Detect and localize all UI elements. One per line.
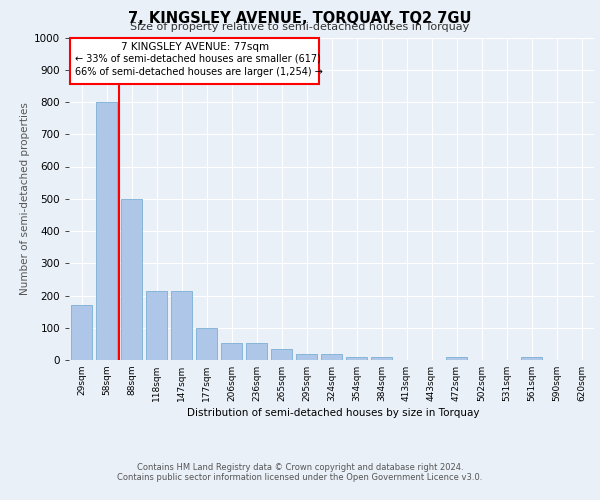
Bar	[521, 357, 542, 360]
Bar	[196, 328, 217, 360]
Bar	[371, 357, 392, 360]
Bar	[321, 354, 342, 360]
Bar	[71, 305, 92, 360]
Bar	[121, 198, 142, 360]
Bar	[446, 357, 467, 360]
Text: Distribution of semi-detached houses by size in Torquay: Distribution of semi-detached houses by …	[187, 408, 479, 418]
Bar	[171, 290, 192, 360]
Bar	[296, 354, 317, 360]
Text: ← 33% of semi-detached houses are smaller (617): ← 33% of semi-detached houses are smalle…	[75, 54, 321, 64]
Text: 7, KINGSLEY AVENUE, TORQUAY, TQ2 7GU: 7, KINGSLEY AVENUE, TORQUAY, TQ2 7GU	[128, 11, 472, 26]
Text: 66% of semi-detached houses are larger (1,254) →: 66% of semi-detached houses are larger (…	[75, 67, 323, 77]
Text: Contains public sector information licensed under the Open Government Licence v3: Contains public sector information licen…	[118, 472, 482, 482]
Bar	[246, 343, 267, 360]
Text: 7 KINGSLEY AVENUE: 77sqm: 7 KINGSLEY AVENUE: 77sqm	[121, 42, 269, 52]
Text: Contains HM Land Registry data © Crown copyright and database right 2024.: Contains HM Land Registry data © Crown c…	[137, 462, 463, 471]
Bar	[271, 348, 292, 360]
Y-axis label: Number of semi-detached properties: Number of semi-detached properties	[20, 102, 29, 295]
Bar	[146, 290, 167, 360]
Text: Size of property relative to semi-detached houses in Torquay: Size of property relative to semi-detach…	[130, 22, 470, 32]
FancyBboxPatch shape	[70, 38, 319, 84]
Bar	[346, 357, 367, 360]
Bar	[96, 102, 117, 360]
Bar	[221, 343, 242, 360]
